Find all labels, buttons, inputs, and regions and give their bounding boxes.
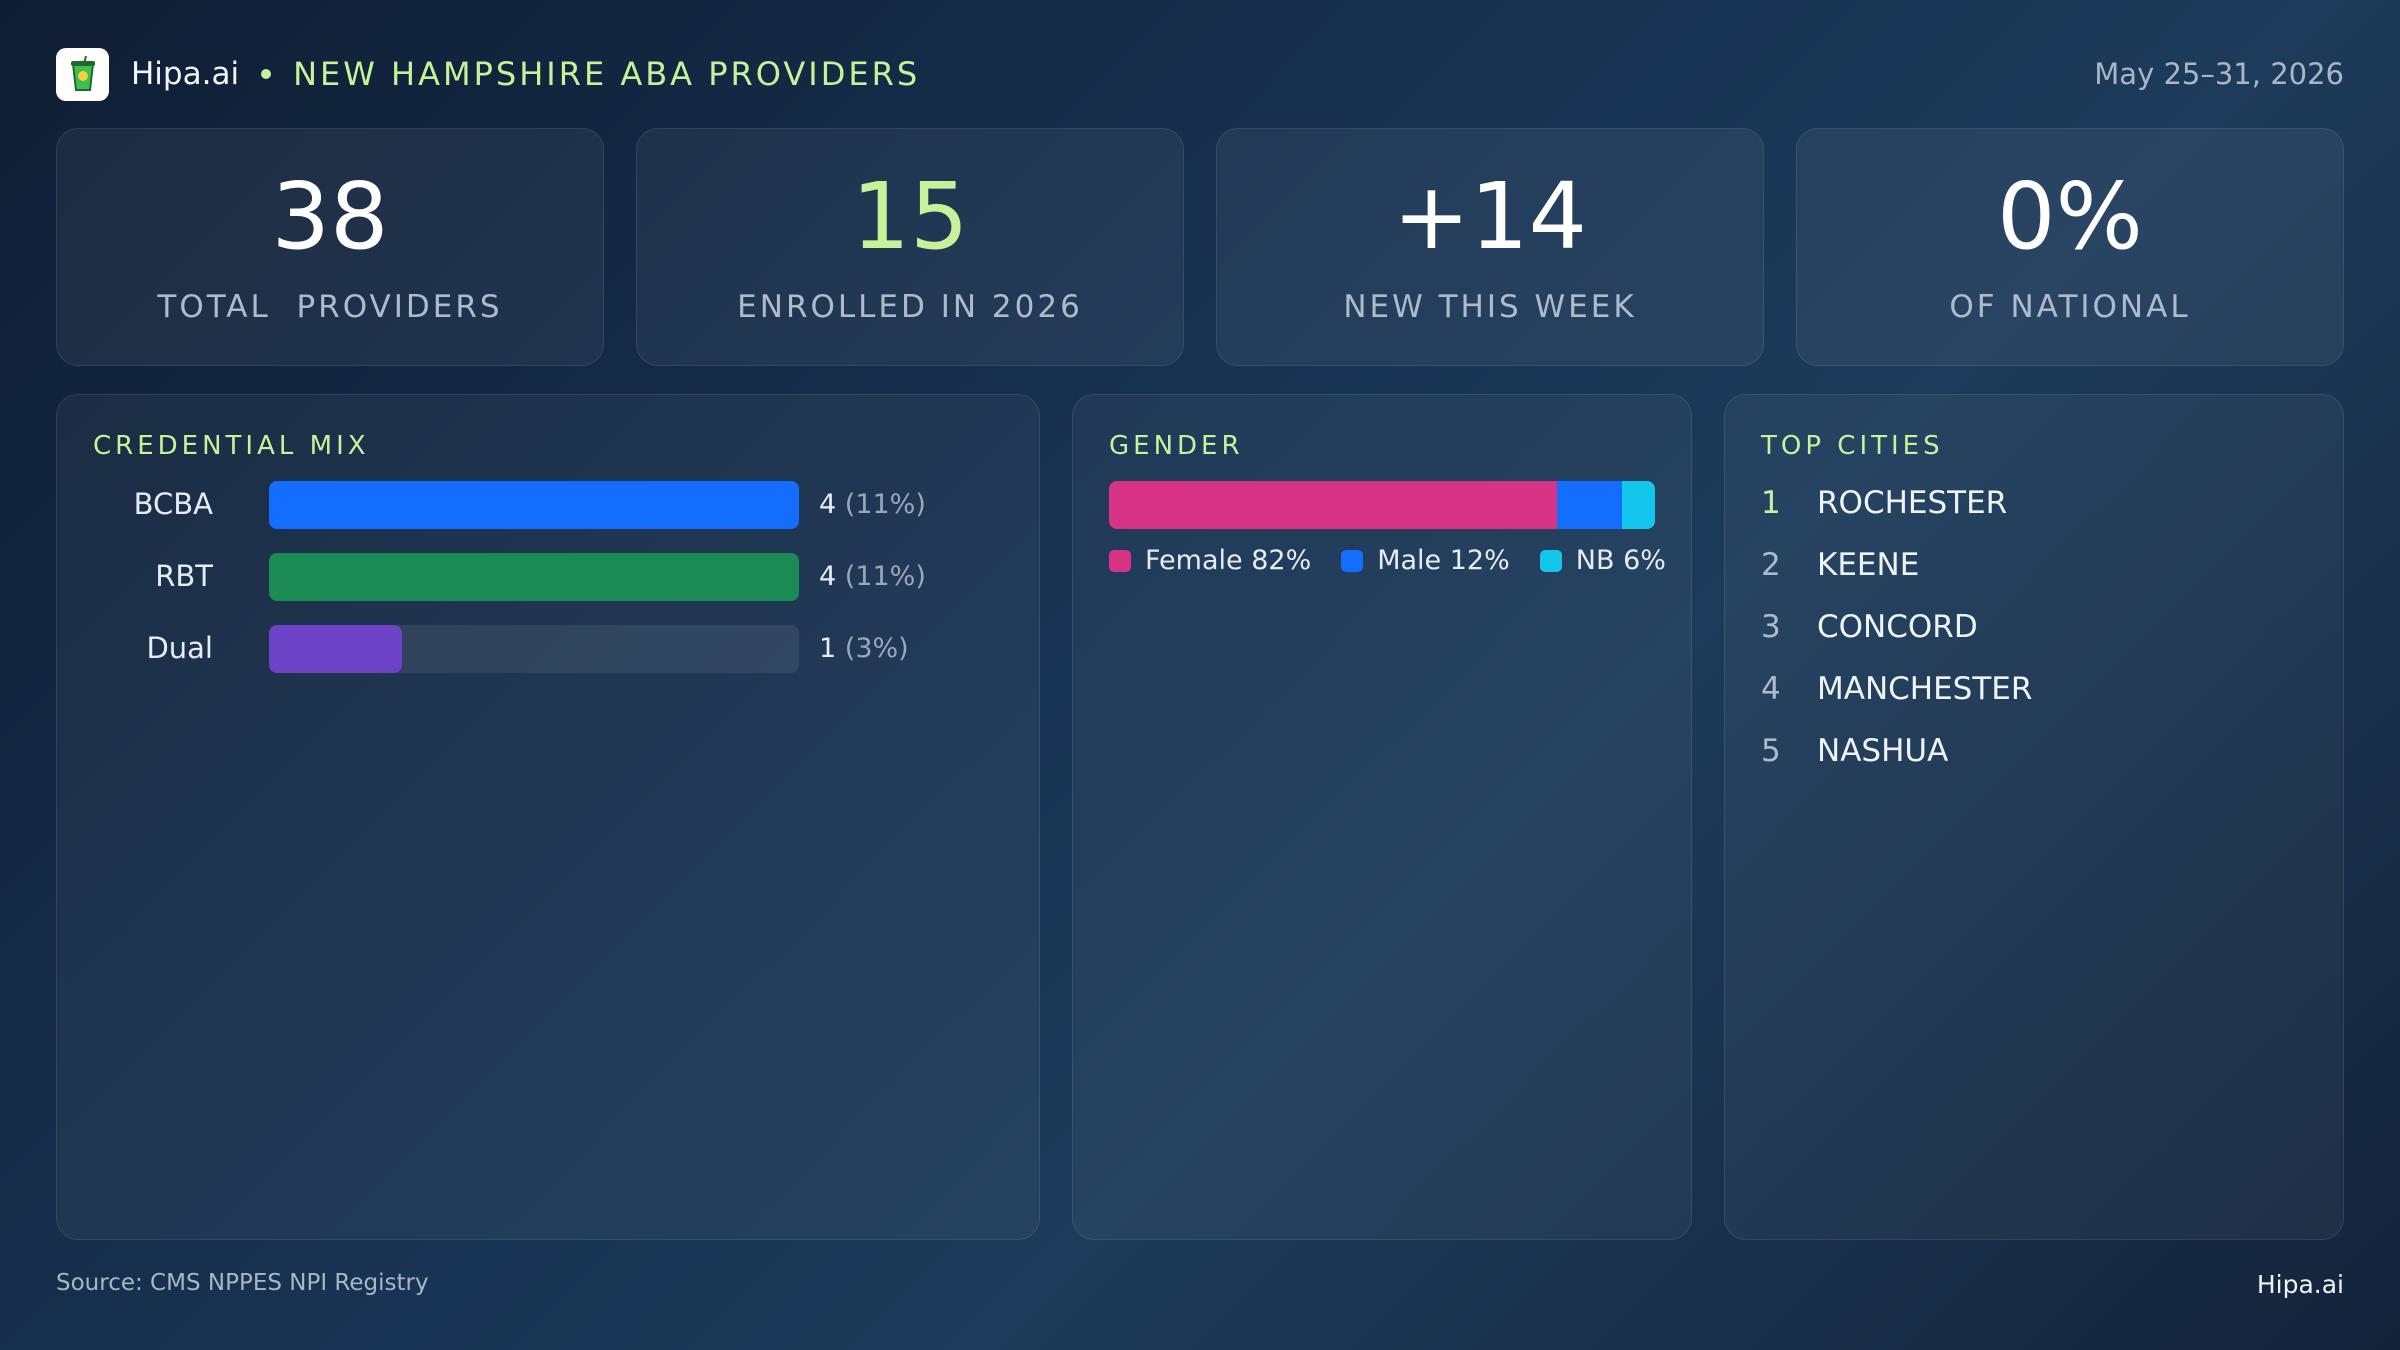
top-cities-panel: TOP CITIES 1 ROCHESTER 2 KEENE 3 CONCORD… — [1724, 394, 2344, 1240]
credential-mix-panel: CREDENTIAL MIX BCBA 4 (11%) RBT 4 (11%) … — [56, 394, 1040, 1240]
credential-row-rbt: RBT 4 (11%) — [93, 553, 993, 601]
credential-label: Dual — [146, 631, 213, 665]
legend-swatch — [1341, 549, 1364, 572]
logo — [56, 47, 109, 101]
legend-swatch — [1539, 549, 1562, 572]
footer-brand: Hipa.ai — [2256, 1270, 2344, 1299]
legend-label: NB 6% — [1575, 545, 1666, 576]
stat-card-total-providers: 38 TOTAL PROVIDERS — [56, 128, 604, 366]
date-range: May 25–31, 2026 — [2094, 57, 2344, 91]
city-name: MANCHESTER — [1817, 671, 2033, 707]
panel-title: TOP CITIES — [1761, 431, 1944, 461]
city-item: 2 KEENE — [1761, 545, 1919, 585]
city-item: 4 MANCHESTER — [1761, 669, 2032, 709]
city-name: KEENE — [1817, 547, 1920, 583]
legend-label: Male 12% — [1377, 545, 1510, 576]
legend-swatch — [1109, 549, 1131, 572]
credential-bar — [269, 553, 799, 601]
credential-bar — [269, 625, 402, 673]
city-item: 5 NASHUA — [1761, 731, 1948, 771]
source-note: Source: CMS NPPES NPI Registry — [56, 1270, 429, 1296]
city-item: 1 ROCHESTER — [1761, 483, 2007, 523]
panel-title: CREDENTIAL MIX — [93, 431, 370, 461]
cup-icon — [70, 56, 95, 91]
city-item: 3 CONCORD — [1761, 607, 1978, 647]
stat-label: ENROLLED IN 2026 — [737, 289, 1083, 325]
stat-label: NEW THIS WEEK — [1343, 289, 1637, 325]
stat-label: OF NATIONAL — [1949, 289, 2191, 325]
stat-card-enrolled: 15 ENROLLED IN 2026 — [636, 128, 1184, 366]
gender-stacked-bar — [1109, 481, 1655, 529]
legend-item-male: Male 12% — [1341, 545, 1510, 576]
gender-segment-nb — [1622, 481, 1655, 529]
gender-legend: Female 82% Male 12% NB 6% — [1109, 545, 1696, 576]
gender-segment-female — [1109, 481, 1557, 529]
brand-name: Hipa.ai — [131, 56, 240, 92]
city-rank: 3 — [1761, 609, 1781, 645]
credential-row-bcba: BCBA 4 (11%) — [93, 481, 993, 529]
credential-value: 4 (11%) — [819, 561, 926, 592]
city-rank: 4 — [1761, 671, 1781, 707]
city-name: CONCORD — [1817, 609, 1978, 645]
credential-value: 4 (11%) — [819, 489, 926, 520]
city-rank: 1 — [1761, 485, 1781, 521]
credential-label: RBT — [155, 559, 213, 593]
legend-item-female: Female 82% — [1109, 545, 1311, 576]
credential-row-dual: Dual 1 (3%) — [93, 625, 993, 673]
legend-label: Female 82% — [1145, 545, 1312, 576]
page-title: NEW HAMPSHIRE ABA PROVIDERS — [293, 55, 921, 93]
stat-value: 0% — [1997, 163, 2143, 270]
city-name: NASHUA — [1817, 733, 1949, 769]
stat-value: +14 — [1392, 163, 1588, 270]
credential-track — [269, 481, 799, 529]
stat-card-new-this-week: +14 NEW THIS WEEK — [1216, 128, 1764, 366]
stat-card-of-national: 0% OF NATIONAL — [1796, 128, 2344, 366]
city-name: ROCHESTER — [1817, 485, 2008, 521]
gender-segment-male — [1556, 481, 1623, 529]
panel-title: GENDER — [1109, 431, 1244, 461]
stat-label: TOTAL PROVIDERS — [157, 289, 503, 325]
credential-track — [269, 625, 799, 673]
credential-value: 1 (3%) — [819, 633, 909, 664]
credential-track — [269, 553, 799, 601]
header: Hipa.ai NEW HAMPSHIRE ABA PROVIDERS May … — [56, 46, 2344, 102]
gender-panel: GENDER Female 82% Male 12% NB 6% — [1072, 394, 1692, 1240]
city-rank: 2 — [1761, 547, 1781, 583]
legend-item-nb: NB 6% — [1539, 545, 1666, 576]
separator-dot — [261, 69, 272, 79]
credential-label: BCBA — [133, 487, 213, 521]
credential-bar — [269, 481, 799, 529]
stat-value: 38 — [271, 163, 389, 270]
stat-value: 15 — [851, 163, 969, 270]
city-rank: 5 — [1761, 733, 1781, 769]
